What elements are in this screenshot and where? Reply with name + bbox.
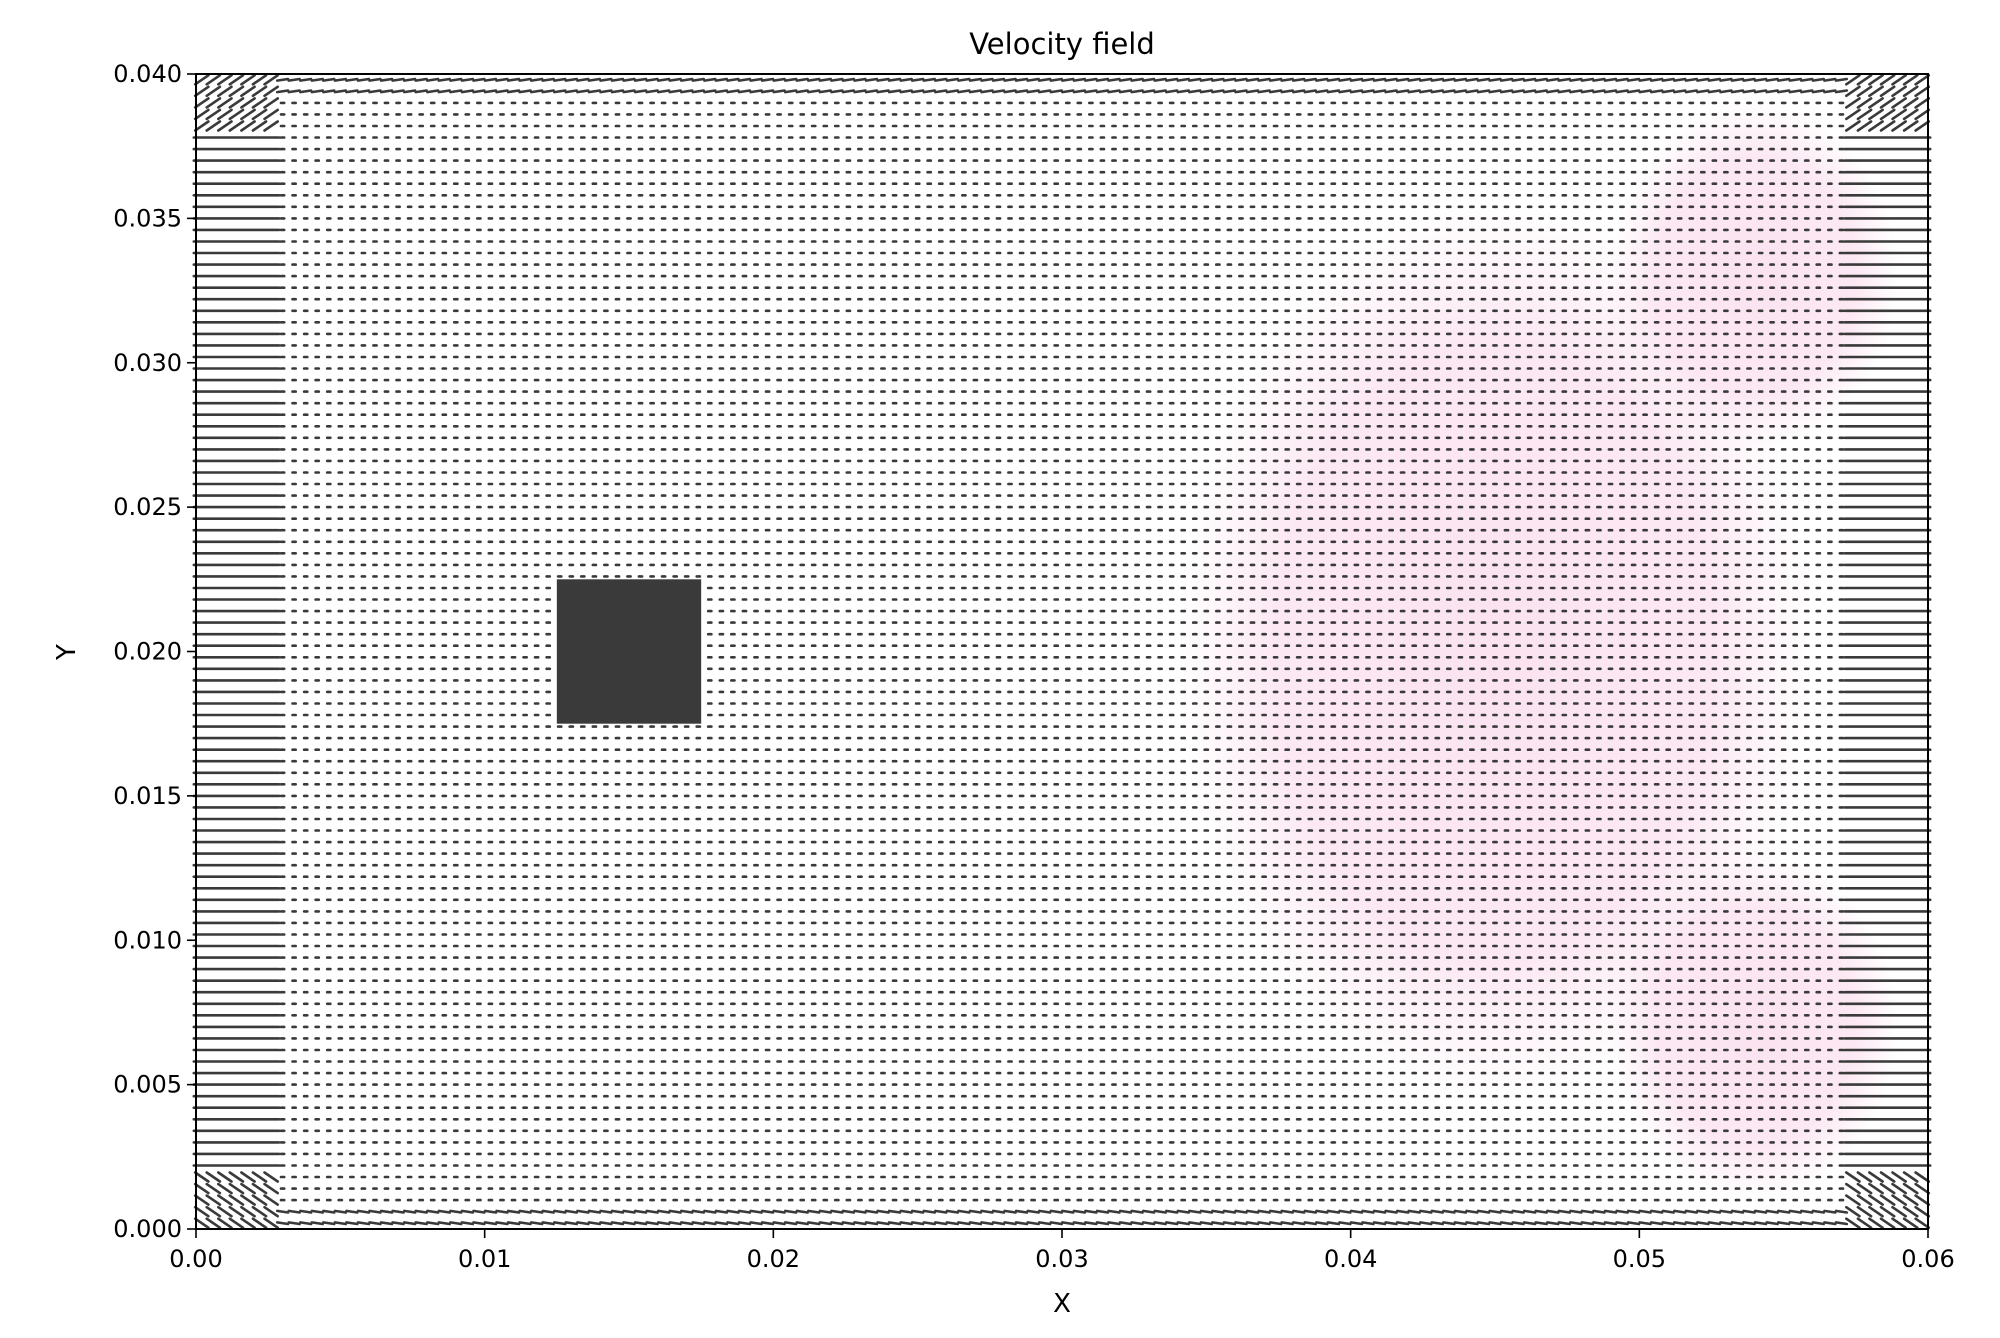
y-tick-label: 0.040: [113, 60, 182, 88]
chart-title: Velocity field: [969, 27, 1155, 61]
y-axis: 0.000 0.005 0.010 0.015 0.020 0.025 0.030 0.035…: [113, 60, 196, 1243]
x-tick-label: 0.04: [1324, 1245, 1377, 1273]
quiver-arrow-group: [668, 77, 1144, 1226]
y-tick-label: 0.030: [113, 349, 182, 377]
x-tick-label: 0.05: [1613, 1245, 1666, 1273]
y-tick-label: 0.025: [113, 493, 182, 521]
x-tick-label: 0.02: [747, 1245, 800, 1273]
y-tick-label: 0.035: [113, 204, 182, 232]
obstacle-block: [556, 579, 702, 724]
magnitude-tint-region: [1177, 203, 1813, 1100]
y-axis-label: Y: [52, 644, 82, 661]
magnitude-tint-layer: [1177, 102, 1900, 1201]
y-tick-label: 0.020: [113, 638, 182, 666]
plot-area: [192, 73, 1932, 1230]
x-tick-label: 0.00: [169, 1245, 222, 1273]
x-axis: 0.00 0.01 0.02 0.03 0.04 0.05 0.06: [169, 1229, 1955, 1273]
quiver-arrow-group: [1592, 74, 1932, 1229]
y-tick-label: 0.015: [113, 782, 182, 810]
y-tick-label: 0.000: [113, 1215, 182, 1243]
x-tick-label: 0.01: [458, 1245, 511, 1273]
magnitude-tint-region: [1610, 102, 1900, 450]
quiver-arrow-group: [192, 74, 682, 1229]
magnitude-tint-region: [1610, 853, 1900, 1201]
x-tick-label: 0.03: [1035, 1245, 1088, 1273]
quiver-arrows: [192, 74, 1932, 1229]
quiver-arrow-group: [1130, 77, 1606, 1226]
x-tick-label: 0.06: [1901, 1245, 1954, 1273]
y-tick-label: 0.005: [113, 1071, 182, 1099]
x-axis-label: X: [1053, 1289, 1071, 1319]
y-tick-label: 0.010: [113, 926, 182, 954]
